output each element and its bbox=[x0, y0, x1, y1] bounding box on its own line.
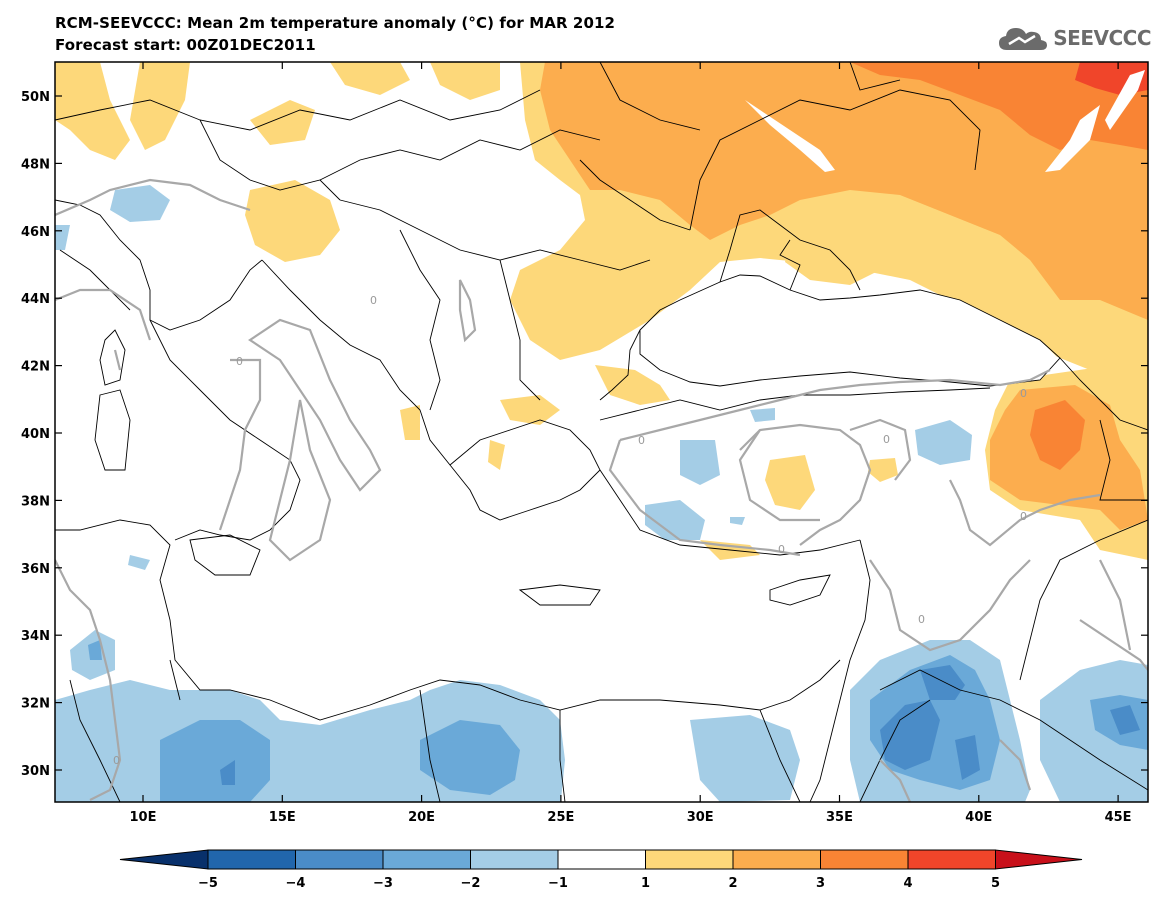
lat-tick-label: 42N bbox=[21, 360, 50, 375]
lon-tick-label: 10E bbox=[130, 810, 157, 825]
colorbar-segment bbox=[557, 849, 646, 870]
colorbar-label: −5 bbox=[198, 876, 218, 891]
anomaly-field bbox=[55, 62, 1148, 802]
colorbar-segment bbox=[382, 849, 471, 870]
colorbar-right-tip bbox=[995, 849, 1083, 870]
colorbar-label: 1 bbox=[641, 876, 650, 891]
colorbar-label: 5 bbox=[991, 876, 1000, 891]
lat-tick-label: 48N bbox=[21, 157, 50, 172]
lat-tick-label: 46N bbox=[21, 225, 50, 240]
contour-label-0: 0 bbox=[370, 294, 377, 307]
colorbar-label: 3 bbox=[816, 876, 825, 891]
colorbar-label: 2 bbox=[728, 876, 737, 891]
colorbar-segment bbox=[645, 849, 734, 870]
colorbar-segment bbox=[207, 849, 296, 870]
lat-tick-label: 36N bbox=[21, 562, 50, 577]
lat-tick-label: 44N bbox=[21, 292, 50, 307]
contour-label-0: 0 bbox=[113, 754, 120, 767]
latitude-axis: 50N 48N 46N 44N 42N 40N 38N 36N 34N 32N 30N bbox=[21, 90, 1148, 779]
lat-tick-label: 32N bbox=[21, 697, 50, 712]
lon-tick-label: 40E bbox=[965, 810, 992, 825]
lat-tick-label: 34N bbox=[21, 629, 50, 644]
colorbar-label: −1 bbox=[548, 876, 568, 891]
colorbar-label: −2 bbox=[461, 876, 481, 891]
colorbar-label: −3 bbox=[373, 876, 393, 891]
colorbar-segment bbox=[820, 849, 909, 870]
lon-tick-label: 25E bbox=[547, 810, 574, 825]
lon-tick-label: 15E bbox=[269, 810, 296, 825]
logo-text: SEEVCCC bbox=[1053, 26, 1151, 50]
lat-tick-label: 50N bbox=[21, 90, 50, 105]
map-title: RCM-SEEVCCC: Mean 2m temperature anomaly… bbox=[55, 14, 616, 32]
lon-tick-label: 30E bbox=[687, 810, 714, 825]
contour-label-0: 0 bbox=[883, 433, 890, 446]
contour-label-0: 0 bbox=[918, 613, 925, 626]
lon-tick-label: 35E bbox=[826, 810, 853, 825]
contour-label-0: 0 bbox=[236, 355, 243, 368]
colorbar-segment bbox=[732, 849, 821, 870]
colorbar-label: 4 bbox=[903, 876, 912, 891]
colorbar-segment bbox=[295, 849, 384, 870]
zero-contours bbox=[55, 178, 1148, 802]
longitude-axis: 10E 15E 20E 25E 30E 35E 40E 45E bbox=[130, 62, 1132, 825]
contour-label-0: 0 bbox=[778, 543, 785, 556]
contour-label-0: 0 bbox=[1020, 510, 1027, 523]
lon-tick-label: 45E bbox=[1105, 810, 1132, 825]
colorbar-label: −4 bbox=[286, 876, 306, 891]
lat-tick-label: 40N bbox=[21, 427, 50, 442]
colorbar-left-tip bbox=[119, 849, 209, 870]
lat-tick-label: 38N bbox=[21, 494, 50, 509]
colorbar: −5 −4 −3 −2 −1 1 2 3 4 5 bbox=[119, 849, 1083, 891]
colorbar-segment bbox=[470, 849, 559, 870]
cloud-icon bbox=[999, 28, 1048, 50]
colorbar-segment bbox=[907, 849, 996, 870]
contour-label-0: 0 bbox=[638, 434, 645, 447]
contour-labels: 0 0 0 0 0 0 0 0 0 bbox=[113, 294, 1027, 767]
coastlines bbox=[55, 62, 1148, 802]
contour-label-0: 0 bbox=[1020, 387, 1027, 400]
seevccc-logo: SEEVCCC bbox=[997, 22, 1151, 54]
lon-tick-label: 20E bbox=[408, 810, 435, 825]
plot-frame bbox=[54, 61, 1149, 803]
forecast-start: Forecast start: 00Z01DEC2011 bbox=[55, 36, 316, 54]
lat-tick-label: 30N bbox=[21, 764, 50, 779]
